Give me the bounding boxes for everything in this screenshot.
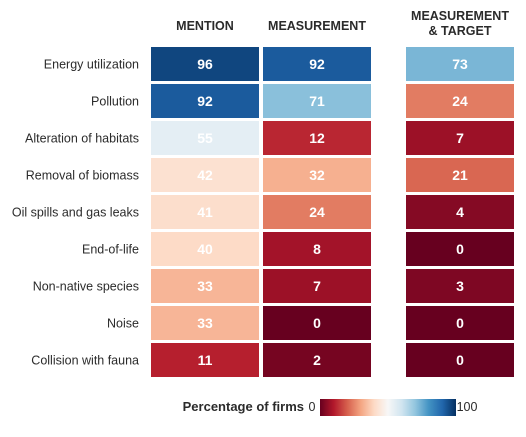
heatmap-cell	[263, 232, 371, 266]
column-header: MENTION	[176, 19, 234, 33]
column-header: MEASUREMENT & TARGET	[411, 9, 509, 38]
heatmap-cell	[151, 84, 259, 118]
row-label: Non-native species	[33, 280, 139, 294]
cell-value-label: 33	[197, 315, 213, 331]
cell-value-label: 33	[197, 278, 213, 294]
heatmap-cell	[406, 195, 514, 229]
heatmap-cell	[263, 158, 371, 192]
heatmap-cell	[151, 306, 259, 340]
heatmap-cell	[263, 195, 371, 229]
heatmap-cell	[263, 47, 371, 81]
cell-value-label: 71	[309, 93, 325, 109]
cell-value-label: 2	[313, 352, 321, 368]
heatmap-cell	[263, 121, 371, 155]
heatmap-cell	[263, 84, 371, 118]
heatmap-cell	[263, 269, 371, 303]
cell-value-label: 8	[313, 241, 321, 257]
cell-value-label: 7	[313, 278, 321, 294]
cell-value-label: 24	[452, 93, 468, 109]
heatmap-cell	[151, 269, 259, 303]
row-label: Oil spills and gas leaks	[12, 206, 139, 220]
row-label: Removal of biomass	[26, 169, 139, 183]
heatmap-cell	[406, 306, 514, 340]
heatmap-cell	[151, 343, 259, 377]
heatmap-cell	[151, 121, 259, 155]
colorbar-min-label: 0	[309, 400, 316, 414]
cell-value-label: 0	[456, 241, 464, 257]
column-headers: MENTION MEASUREMENT MEASUREMENT & TARGET	[176, 9, 509, 38]
row-label: Energy utilization	[44, 58, 139, 72]
cell-value-label: 73	[452, 56, 468, 72]
colorbar-max-label: 100	[457, 400, 478, 414]
cell-value-label: 0	[456, 352, 464, 368]
heatmap-cell	[406, 343, 514, 377]
cell-value-label: 41	[197, 204, 213, 220]
row-label: Collision with fauna	[31, 354, 139, 368]
row-label: Noise	[107, 317, 139, 331]
colorbar-legend: Percentage of firms 0 100	[183, 399, 478, 416]
cell-value-label: 24	[309, 204, 325, 220]
heatmap-cell	[406, 269, 514, 303]
heatmap-cell	[406, 232, 514, 266]
heatmap-cell	[151, 195, 259, 229]
row-labels: Energy utilization Pollution Alteration of…	[12, 58, 139, 368]
cell-value-label: 0	[313, 315, 321, 331]
heatmap-cell	[406, 158, 514, 192]
cell-value-label: 11	[198, 352, 213, 368]
heatmap-cell	[263, 306, 371, 340]
cell-value-label: 40	[197, 241, 213, 257]
column-header: MEASUREMENT	[268, 19, 366, 33]
heatmap-cell	[151, 232, 259, 266]
cell-value-label: 0	[456, 315, 464, 331]
row-label: End-of-life	[82, 243, 139, 257]
heatmap-cell	[406, 121, 514, 155]
heatmap-cell	[406, 47, 514, 81]
cell-value-label: 3	[456, 278, 464, 294]
heatmap-cell	[151, 47, 259, 81]
cell-value-label: 4	[456, 204, 464, 220]
heatmap-cell	[406, 84, 514, 118]
heatmap-cell	[263, 343, 371, 377]
cell-value-label: 92	[309, 56, 325, 72]
cell-value-label: 21	[452, 167, 468, 183]
colorbar	[320, 399, 456, 416]
cell-value-label: 42	[197, 167, 213, 183]
row-label: Pollution	[91, 95, 139, 109]
cell-value-label: 32	[309, 167, 325, 183]
cell-value-label: 12	[309, 130, 325, 146]
cell-value-label: 92	[197, 93, 213, 109]
cell-value-label: 96	[197, 56, 213, 72]
cell-value-label: 55	[197, 130, 213, 146]
cell-value-label: 7	[456, 130, 464, 146]
row-label: Alteration of habitats	[25, 132, 139, 146]
heatmap-cell	[151, 158, 259, 192]
colorbar-title: Percentage of firms	[183, 399, 304, 414]
